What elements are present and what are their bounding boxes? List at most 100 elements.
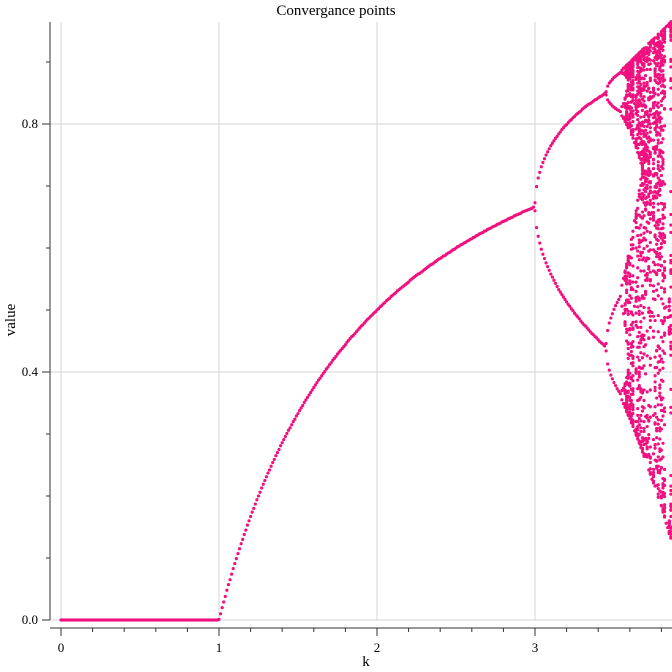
data-point [648,62,652,66]
chart-title: Convergance points [276,3,395,19]
data-point [305,395,310,400]
data-point [606,98,610,102]
data-point [661,63,665,67]
data-point [634,139,638,143]
data-point [659,427,664,431]
data-point [655,348,659,352]
data-point [656,160,660,164]
data-point [636,413,640,417]
data-point [631,374,635,378]
data-point [662,406,667,410]
data-point [286,428,291,432]
data-point [629,323,633,327]
data-point [669,38,672,42]
data-point [634,311,638,315]
data-point [631,361,635,365]
data-point [631,243,635,247]
data-point [656,36,660,41]
data-point [648,270,652,274]
data-point [647,119,651,123]
data-point [669,21,672,25]
data-point [656,138,660,142]
data-point [648,248,652,252]
x-tick-label: 2 [374,640,381,655]
data-point [241,537,245,542]
data-point [659,242,664,246]
data-point [631,327,635,331]
data-point [301,403,305,408]
data-point [618,294,622,298]
data-point [651,214,656,218]
data-point [637,370,641,374]
data-point [656,223,660,227]
data-point [662,351,667,355]
data-point [651,284,656,288]
data-point [615,387,619,391]
data-point [669,271,672,276]
data-point [642,99,646,103]
data-point [637,98,641,103]
data-point [625,398,629,403]
data-point [648,172,652,176]
data-point [222,600,226,604]
data-point [645,276,649,280]
data-point [669,405,672,409]
data-point [631,79,635,83]
data-point [553,281,558,285]
data-point [549,272,553,276]
data-point [628,261,632,266]
data-point [642,201,646,205]
data-point [648,76,652,80]
data-point [669,484,672,488]
data-point [631,422,635,426]
data-point [661,414,665,418]
data-point [662,182,667,186]
data-point [647,265,651,269]
data-point [534,185,539,189]
data-point [645,424,649,429]
data-point [647,51,651,55]
data-point [667,300,671,304]
data-point [662,205,667,209]
data-point [662,90,667,94]
data-point [669,340,672,344]
data-point [618,110,622,114]
data-point [648,283,652,287]
data-point [230,572,234,576]
data-point [267,468,272,472]
data-point [617,297,621,302]
data-point [636,378,640,382]
data-point [661,48,665,52]
data-point [637,226,641,230]
data-point [661,73,665,77]
data-point [656,455,660,459]
data-point [669,387,672,391]
data-point [656,330,660,334]
data-point [651,205,656,209]
data-point [647,87,651,91]
data-point [662,331,667,335]
data-point [648,230,652,235]
data-point [662,467,667,471]
data-point [659,448,664,452]
data-point [647,418,651,422]
data-point [272,457,276,462]
data-point [640,250,645,254]
data-point [658,354,662,358]
data-point [653,67,657,72]
data-point [661,271,665,276]
data-point [662,509,667,514]
data-point [648,122,652,126]
data-point [642,247,646,251]
data-point [245,523,250,527]
data-point [640,108,645,112]
data-point [541,252,545,256]
data-point [661,167,665,171]
data-point [636,305,640,309]
data-point [661,366,665,370]
data-point [634,220,638,225]
data-point [648,90,652,94]
data-point [669,327,672,331]
data-point [655,459,659,463]
data-point [637,80,641,84]
